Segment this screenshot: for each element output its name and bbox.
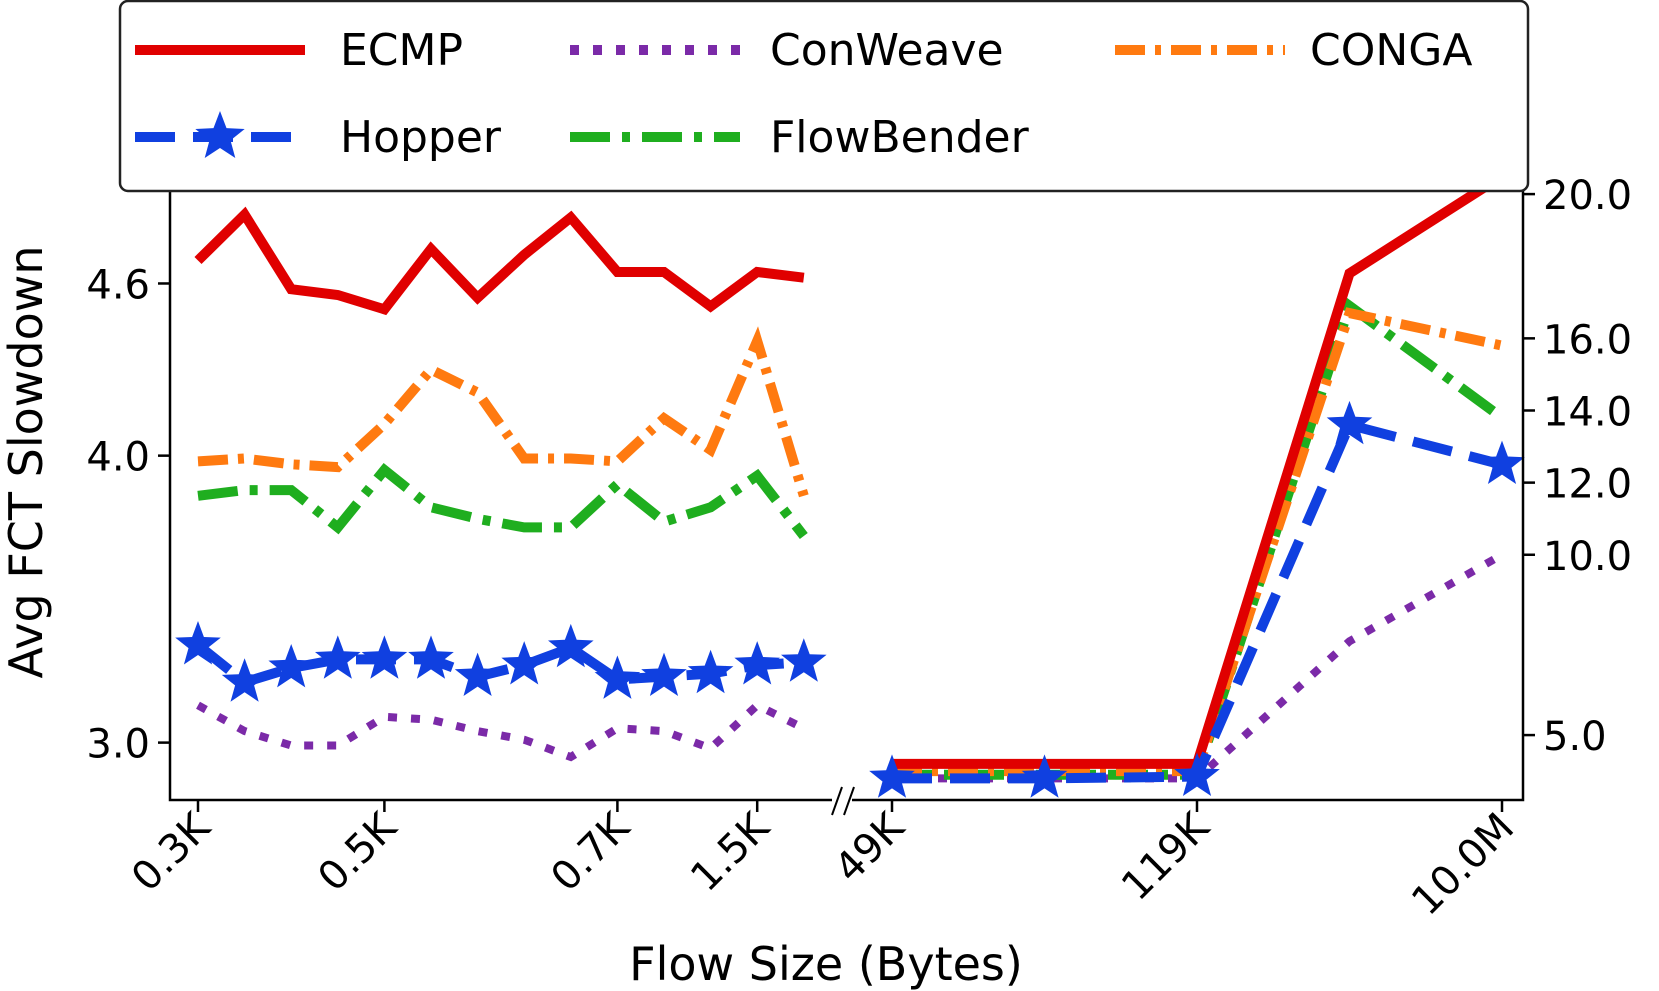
legend-label-conga: CONGA [1310,25,1472,76]
legend-star-marker [195,111,245,158]
hopper-star-marker-left-8 [548,623,594,668]
hopper-star-marker-left-2 [268,644,314,688]
left-y-tick-label: 4.0 [86,435,150,481]
right-y-tick-label: 5.0 [1543,714,1607,760]
hopper-star-marker-right-0 [869,754,915,798]
series-line-conweave-left [196,700,806,762]
hopper-star-marker-left-6 [454,652,501,696]
right-y-tick-label: 10.0 [1543,534,1632,580]
x-tick-label: 0.3K [123,803,220,900]
series-line-flowbender-right [892,297,1505,780]
hopper-star-marker-left-9 [594,655,641,699]
x-axis-label: Flow Size (Bytes) [629,937,1023,991]
hopper-star-marker-left-0 [175,621,221,665]
hopper-star-marker-right-1 [1021,754,1068,798]
hopper-star-marker-left-3 [315,635,361,679]
hopper-star-marker-left-5 [408,635,454,679]
hopper-star-marker-left-11 [687,649,734,694]
hopper-star-marker-left-13 [781,638,827,682]
legend-label-conweave: ConWeave [770,25,1004,76]
series-layer [175,171,1525,798]
axes-layer: 3.0 4.0 4.6 5.0 10.0 12.0 14.0 16.0 20.0 0.3K 0.5K… [86,173,1632,924]
legend-entry-conga: CONGA [1115,25,1472,76]
legend-entry-flowbender: FlowBender [570,112,1030,163]
series-line-conga-right [892,307,1504,777]
right-y-tick-label: 20.0 [1543,173,1632,219]
series-line-ecmp-left [194,206,805,316]
legend-label-ecmp: ECMP [340,25,463,76]
legend: ECMP ConWeave CONGA Hopper FlowBender [118,0,1530,193]
right-y-tick-label: 14.0 [1543,389,1632,435]
right-y-tick-label: 12.0 [1543,462,1632,508]
left-y-tick-label: 3.0 [86,722,150,768]
hopper-star-marker-right-3 [1326,400,1373,445]
legend-entry-conweave: ConWeave [570,25,1004,76]
hopper-star-marker-left-7 [501,641,547,685]
plot-frame [168,138,1525,802]
series-line-conweave-right [892,551,1504,783]
series-line-flowbender-left [197,462,808,540]
x-tick-label: 1.5K [682,803,779,900]
x-tick-label: 119K [1113,803,1219,909]
legend-entry-ecmp: ECMP [135,25,463,76]
series-line-ecmp-right [892,171,1505,769]
left-y-tick-label: 4.6 [86,262,150,308]
legend-entry-hopper: Hopper [135,111,502,163]
x-tick-label: 0.5K [309,803,406,900]
x-tick-label: 10.0M [1403,805,1523,925]
legend-label-flowbender: FlowBender [770,112,1030,163]
x-tick-label: 0.7K [542,803,639,900]
right-y-tick-label: 16.0 [1543,317,1632,363]
x-tick-label: 49K [826,803,914,891]
hopper-star-marker-right-2 [1174,752,1220,796]
series-line-conga-left [197,326,809,498]
legend-label-hopper: Hopper [340,112,502,163]
y-axis-label: Avg FCT Slowdown [0,246,53,679]
hopper-star-marker-left-12 [734,641,780,685]
series-line-hopper-right [892,418,1504,784]
axis-break-mark [831,786,855,816]
hopper-star-marker-left-10 [641,652,687,696]
hopper-star-marker-left-1 [221,658,268,702]
hopper-star-marker-right-4 [1479,440,1525,484]
hopper-star-marker-left-4 [361,635,408,679]
